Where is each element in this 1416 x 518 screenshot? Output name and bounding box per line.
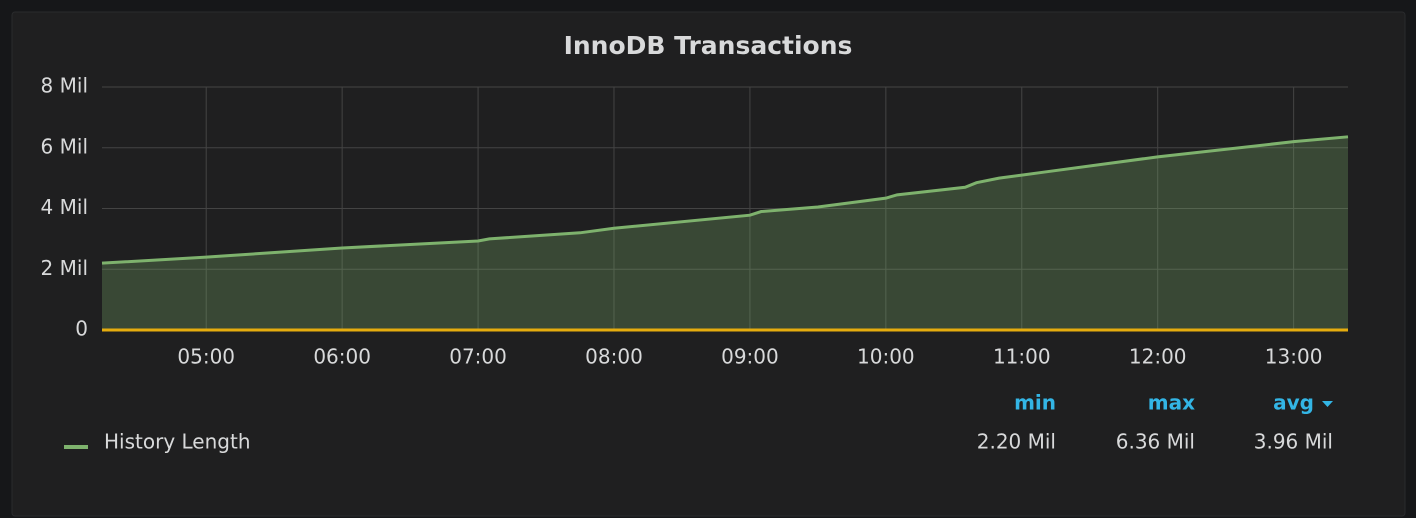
series-line bbox=[101, 135, 1349, 265]
y-tick-label: 4 Mil bbox=[41, 195, 88, 219]
legend-value: 3.96 Mil bbox=[1254, 430, 1333, 454]
x-tick-label: 13:00 bbox=[1265, 345, 1323, 369]
legend-column-header[interactable]: max bbox=[1148, 391, 1195, 415]
x-tick-label: 11:00 bbox=[993, 345, 1051, 369]
x-tick-label: 08:00 bbox=[585, 345, 643, 369]
legend-label[interactable]: History Length bbox=[104, 430, 251, 454]
panel-title[interactable]: InnoDB Transactions bbox=[564, 31, 853, 60]
y-tick-label: 2 Mil bbox=[41, 256, 88, 280]
panel bbox=[11, 11, 1406, 517]
x-tick-label: 10:00 bbox=[857, 345, 915, 369]
x-tick-label: 12:00 bbox=[1129, 345, 1187, 369]
y-tick-label: 6 Mil bbox=[41, 134, 88, 158]
y-tick-label: 0 bbox=[75, 317, 88, 341]
area-fill bbox=[102, 136, 1348, 330]
legend-column-header[interactable]: avg bbox=[1273, 391, 1314, 415]
x-tick-label: 09:00 bbox=[721, 345, 779, 369]
x-tick-label: 06:00 bbox=[313, 345, 371, 369]
legend-value: 2.20 Mil bbox=[977, 430, 1056, 454]
y-tick-label: 8 Mil bbox=[41, 74, 88, 98]
legend-column-header[interactable]: min bbox=[1014, 391, 1056, 415]
sort-icon[interactable] bbox=[1322, 401, 1333, 407]
legend-value: 6.36 Mil bbox=[1116, 430, 1195, 454]
x-tick-label: 05:00 bbox=[177, 345, 235, 369]
x-tick-label: 07:00 bbox=[449, 345, 507, 369]
